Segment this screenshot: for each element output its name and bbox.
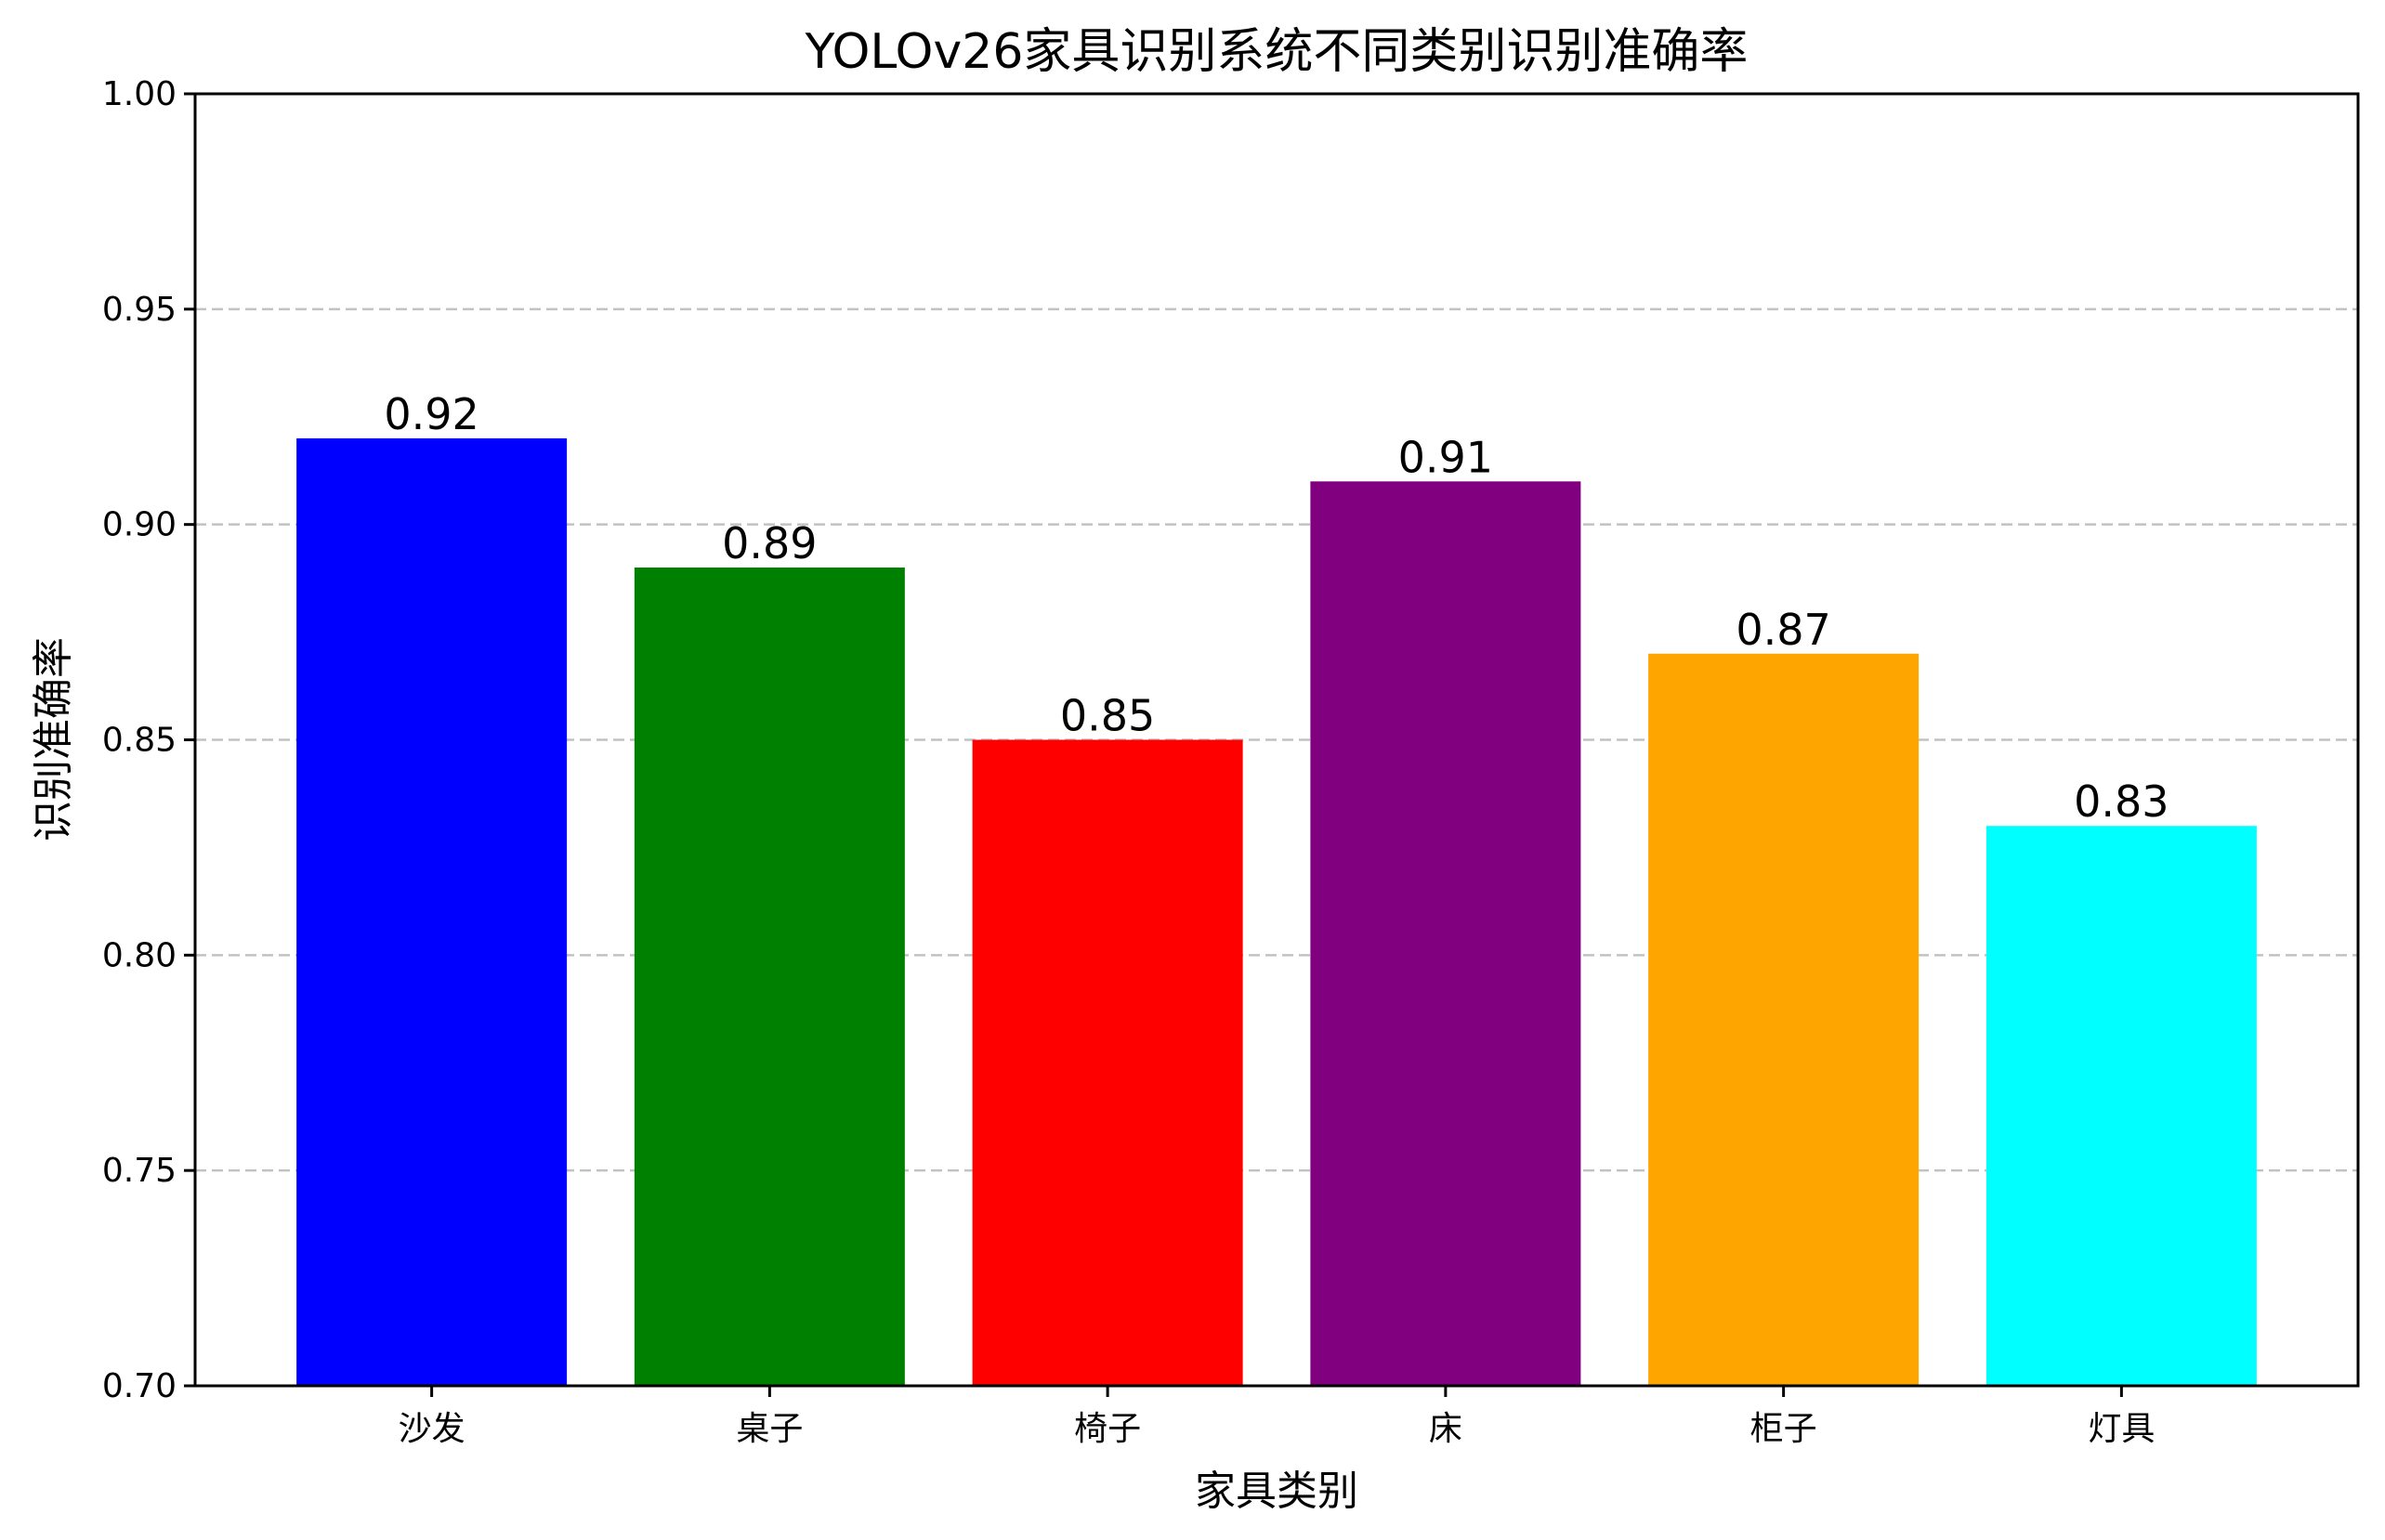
x-tick-label: 椅子 — [1074, 1410, 1141, 1448]
bar — [1648, 653, 1920, 1386]
bar-value-label: 0.85 — [1060, 691, 1155, 741]
data-labels: 0.92 0.89 0.85 0.91 0.87 0.83 — [384, 389, 2169, 827]
bar-value-label: 0.87 — [1736, 605, 1830, 655]
y-tick-label: 1.00 — [102, 75, 177, 113]
x-axis-label: 家具类别 — [1195, 1468, 1358, 1515]
y-tick-label: 0.70 — [102, 1367, 177, 1405]
x-tick-label: 桌子 — [736, 1410, 803, 1448]
x-axis-ticks: 沙发 桌子 椅子 床 柜子 灯具 — [399, 1386, 2155, 1448]
bar — [1310, 481, 1581, 1386]
bar-value-label: 0.92 — [384, 389, 478, 439]
bar — [296, 437, 568, 1386]
bar-value-label: 0.83 — [2074, 777, 2169, 827]
chart-title: YOLOv26家具识别系统不同类别识别准确率 — [805, 24, 1749, 80]
bar-value-label: 0.91 — [1398, 432, 1493, 482]
bar — [1985, 826, 2257, 1386]
bar — [634, 568, 905, 1386]
y-tick-label: 0.75 — [102, 1152, 177, 1190]
y-axis-label: 识别准确率 — [30, 637, 77, 842]
y-tick-label: 0.85 — [102, 722, 177, 760]
y-tick-label: 0.80 — [102, 936, 177, 974]
bar — [972, 739, 1243, 1386]
y-axis-ticks: 0.70 0.75 0.80 0.85 0.90 0.95 1.00 — [102, 75, 195, 1405]
bars — [296, 437, 2257, 1386]
x-tick-label: 床 — [1429, 1410, 1462, 1448]
y-tick-label: 0.95 — [102, 291, 177, 329]
bar-value-label: 0.89 — [722, 518, 817, 568]
x-tick-label: 柜子 — [1750, 1410, 1817, 1448]
y-tick-label: 0.90 — [102, 506, 177, 544]
x-tick-label: 沙发 — [399, 1410, 465, 1448]
x-tick-label: 灯具 — [2088, 1410, 2155, 1448]
